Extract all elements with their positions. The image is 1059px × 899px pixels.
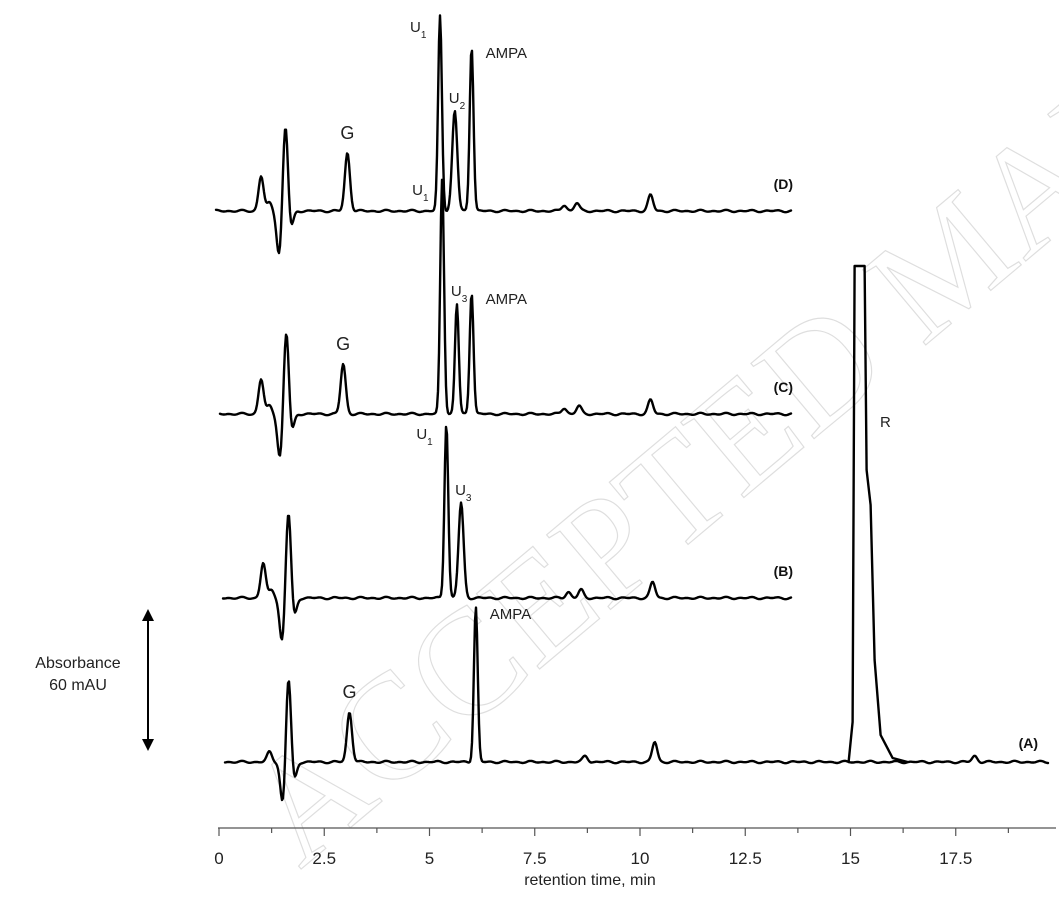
x-tick-label: 5 — [425, 849, 434, 868]
x-axis: 0 2.5 5 7.5 10 12.5 15 17.5 retention time, min — [214, 827, 1056, 889]
peak-label: AMPA — [486, 291, 527, 308]
chromatogram-trace — [221, 425, 793, 641]
peak-label-subscript: 1 — [427, 437, 433, 448]
x-tick-label: 17.5 — [939, 849, 972, 868]
chromatogram-trace — [214, 14, 793, 255]
scale-bar-label-line1: Absorbance — [35, 655, 120, 672]
trace-label: (B) — [774, 563, 793, 579]
peak-label: U3 — [455, 482, 472, 504]
peak-label: G — [343, 682, 357, 702]
scale-bar-label-line2: 60 mAU — [49, 677, 107, 694]
peak-label: U1 — [412, 182, 429, 204]
scale-bar-arrow-up-icon — [142, 609, 154, 621]
peak-label-subscript: 3 — [466, 493, 472, 504]
peak-label: U2 — [449, 90, 466, 112]
chromatogram-trace — [223, 606, 1050, 802]
x-tick-label: 15 — [841, 849, 860, 868]
x-axis-label: retention time, min — [524, 872, 656, 889]
trace-label: (C) — [774, 379, 793, 395]
peak-label: AMPA — [486, 45, 527, 62]
scale-bar-arrow-down-icon — [142, 739, 154, 751]
peak-label: G — [340, 123, 354, 143]
trace-label: (D) — [774, 176, 793, 192]
peak-label: U1 — [410, 19, 427, 41]
trace-group — [214, 14, 1050, 802]
peak-label: U3 — [451, 283, 468, 305]
peak-label: R — [880, 414, 891, 431]
peak-label: U1 — [416, 426, 433, 448]
absorbance-scale-bar: Absorbance 60 mAU — [35, 609, 154, 751]
x-tick-label: 2.5 — [312, 849, 336, 868]
r-peak-saturated — [847, 264, 909, 764]
x-tick-label: 10 — [631, 849, 650, 868]
peak-label-subscript: 3 — [462, 294, 468, 305]
trace-label: (A) — [1019, 735, 1038, 751]
x-tick-label: 0 — [214, 849, 223, 868]
chromatogram-trace — [218, 178, 793, 457]
peak-label-subscript: 1 — [421, 30, 427, 41]
x-tick-label: 12.5 — [729, 849, 762, 868]
peak-label-subscript: 2 — [460, 101, 466, 112]
peak-label: G — [336, 334, 350, 354]
peak-label-subscript: 1 — [423, 193, 429, 204]
x-axis-ticks: 0 2.5 5 7.5 10 12.5 15 17.5 — [214, 828, 1009, 868]
x-tick-label: 7.5 — [523, 849, 547, 868]
peak-label: AMPA — [490, 606, 531, 623]
